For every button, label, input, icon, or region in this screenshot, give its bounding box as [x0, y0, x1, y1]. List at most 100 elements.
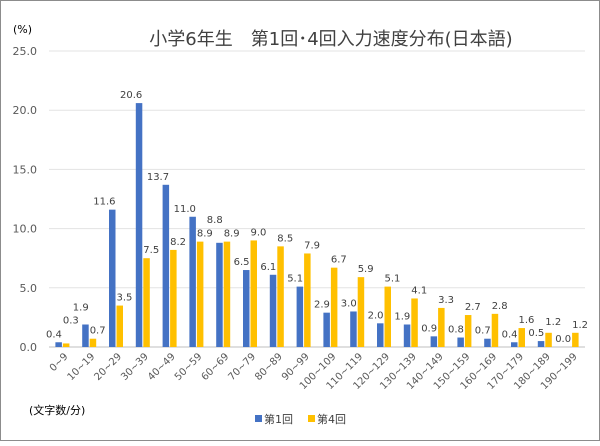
x-tick-label: 10~19 — [66, 351, 98, 383]
bar — [438, 307, 445, 347]
bar — [82, 324, 89, 347]
y-tick-label: 5.0 — [20, 282, 38, 295]
bar — [243, 270, 250, 347]
bar — [464, 315, 472, 347]
bar — [537, 341, 545, 347]
data-label: 0.9 — [421, 323, 437, 334]
x-tick-label: 0~9 — [48, 351, 71, 374]
data-label: 6.1 — [260, 262, 276, 273]
bar — [518, 328, 525, 347]
x-axis-label: (文字数/分) — [29, 403, 85, 417]
x-tick-label: 80~89 — [253, 351, 285, 383]
bar — [89, 338, 97, 347]
data-label: 2.0 — [368, 310, 384, 321]
data-label: 7.5 — [143, 245, 159, 256]
bar — [116, 305, 123, 347]
legend-label: 第1回 — [264, 412, 293, 426]
data-label: 20.6 — [120, 90, 142, 101]
data-label: 2.7 — [465, 302, 481, 313]
chart-title: 小学6年生 第1回･4回入力速度分布(日本語) — [149, 29, 512, 50]
bar — [223, 241, 231, 347]
data-label: 8.9 — [224, 229, 240, 240]
legend-label: 第4回 — [317, 412, 346, 426]
data-label: 7.9 — [304, 240, 320, 251]
bar — [457, 337, 464, 347]
y-tick-label: 0.0 — [20, 341, 38, 354]
bar — [162, 184, 170, 347]
x-tick-label: 40~49 — [146, 351, 178, 383]
bar — [411, 298, 418, 347]
legend-swatch — [255, 415, 262, 422]
bar — [377, 323, 384, 347]
bar — [135, 103, 143, 347]
data-label: 5.1 — [385, 274, 401, 285]
bar — [296, 286, 304, 347]
data-label: 0.5 — [528, 328, 544, 339]
data-label: 3.3 — [438, 295, 454, 306]
data-label: 6.7 — [331, 255, 347, 266]
data-label: 8.8 — [207, 215, 223, 226]
bar — [189, 216, 196, 347]
data-label: 1.9 — [394, 312, 410, 323]
data-label: 8.9 — [197, 229, 213, 240]
legend-swatch — [308, 415, 315, 422]
data-label: 1.2 — [545, 317, 561, 328]
y-tick-label: 10.0 — [13, 223, 38, 236]
data-label: 3.0 — [341, 298, 357, 309]
bar — [545, 332, 552, 347]
bar — [269, 274, 277, 347]
bar — [323, 312, 330, 347]
bar — [304, 253, 311, 347]
bar — [384, 286, 391, 347]
data-label: 8.5 — [277, 233, 293, 244]
bar — [572, 332, 579, 347]
data-label: 11.6 — [93, 197, 115, 208]
data-label: 3.5 — [117, 293, 133, 304]
data-label: 8.2 — [170, 237, 186, 248]
bar — [357, 277, 365, 347]
bar — [484, 338, 491, 347]
data-label: 6.5 — [234, 257, 250, 268]
data-label: 0.4 — [502, 329, 518, 340]
x-tick-label: 60~69 — [200, 351, 232, 383]
bar — [350, 311, 357, 347]
data-label: 4.1 — [411, 285, 427, 296]
data-label: 2.9 — [314, 300, 330, 311]
bar — [430, 336, 438, 347]
bar — [511, 342, 518, 347]
x-tick-label: 50~59 — [173, 351, 205, 383]
bar — [143, 258, 150, 347]
bar — [403, 324, 411, 347]
data-label: 1.2 — [572, 320, 588, 331]
x-tick-label: 30~39 — [119, 351, 151, 383]
legend: 第1回 第4回 — [255, 412, 346, 426]
bar — [55, 342, 62, 347]
y-axis-label: (%) — [13, 23, 32, 36]
bar — [250, 240, 257, 347]
y-tick-label: 15.0 — [13, 163, 38, 176]
data-label: 0.4 — [46, 329, 62, 340]
bar — [330, 267, 338, 347]
data-label: 0.8 — [448, 325, 464, 336]
data-label: 0.3 — [63, 315, 79, 326]
y-tick-label: 25.0 — [13, 45, 38, 58]
data-label: 11.0 — [174, 204, 196, 215]
y-tick-label: 20.0 — [13, 104, 38, 117]
data-label: 0.7 — [90, 326, 106, 337]
data-label: 0.7 — [475, 326, 491, 337]
bar — [216, 242, 223, 347]
bar — [277, 246, 284, 347]
bar — [491, 313, 499, 347]
data-label: 9.0 — [251, 227, 267, 238]
bar — [170, 249, 177, 347]
data-label: 5.9 — [358, 264, 374, 275]
data-label: 2.8 — [492, 301, 508, 312]
data-label: 1.9 — [73, 303, 89, 314]
bar — [196, 241, 204, 347]
bar — [62, 343, 70, 347]
data-label: 13.7 — [147, 172, 169, 183]
data-label: 1.6 — [519, 315, 535, 326]
x-tick-label: 70~79 — [226, 351, 258, 383]
